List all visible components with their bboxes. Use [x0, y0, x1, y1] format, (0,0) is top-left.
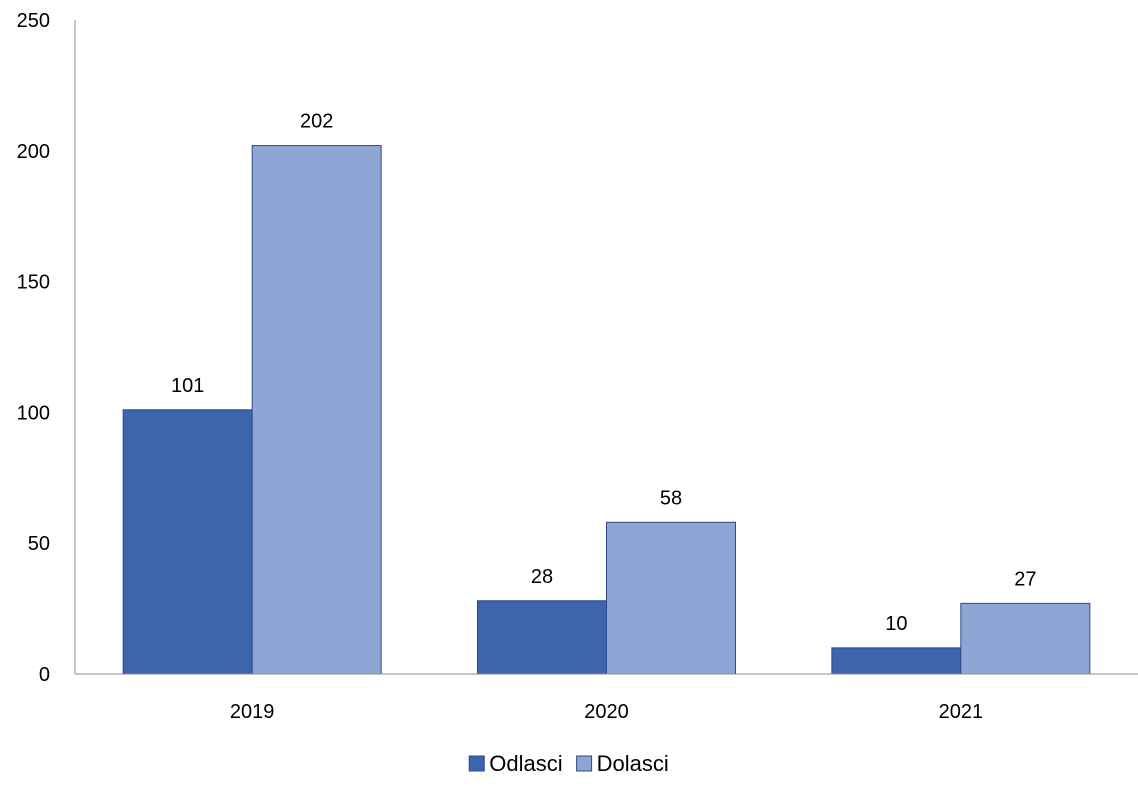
bars-group	[122, 145, 1091, 675]
bar-odlasci-2020	[477, 600, 607, 675]
y-tick-label: 50	[28, 533, 50, 555]
legend-label-dolasci: Dolasci	[597, 751, 669, 776]
x-tick-label: 2021	[939, 701, 984, 723]
data-label-odlasci-2020: 28	[531, 566, 553, 588]
legend-label-odlasci: Odlasci	[489, 751, 562, 776]
y-tick-label: 250	[17, 10, 50, 32]
x-tick-label: 2020	[584, 701, 629, 723]
legend: Odlasci Dolasci	[468, 751, 669, 776]
axes-group	[74, 20, 1138, 675]
data-label-odlasci-2019: 101	[171, 375, 204, 397]
y-tick-label: 0	[39, 664, 50, 686]
y-axis-ticks: 0 50 100 150 200 250	[17, 10, 50, 686]
bar-dolasci-2021	[960, 602, 1091, 675]
bar-odlasci-2021	[831, 647, 962, 675]
bar-odlasci-2019	[122, 409, 253, 675]
x-tick-label: 2019	[230, 701, 275, 723]
y-tick-label: 100	[17, 402, 50, 424]
bar-dolasci-2019	[251, 145, 382, 675]
x-axis-ticks: 2019 2020 2021	[230, 701, 983, 723]
data-labels-group: 101 202 28 58 10 27	[171, 111, 1036, 635]
data-label-odlasci-2021: 10	[885, 613, 907, 635]
bar-dolasci-2020	[606, 521, 736, 675]
data-label-dolasci-2019: 202	[300, 111, 333, 133]
data-label-dolasci-2020: 58	[660, 487, 682, 509]
legend-swatch-odlasci	[468, 755, 485, 772]
data-label-dolasci-2021: 27	[1014, 568, 1036, 590]
y-tick-label: 150	[17, 272, 50, 294]
legend-swatch-dolasci	[576, 755, 593, 772]
y-tick-label: 200	[17, 141, 50, 163]
